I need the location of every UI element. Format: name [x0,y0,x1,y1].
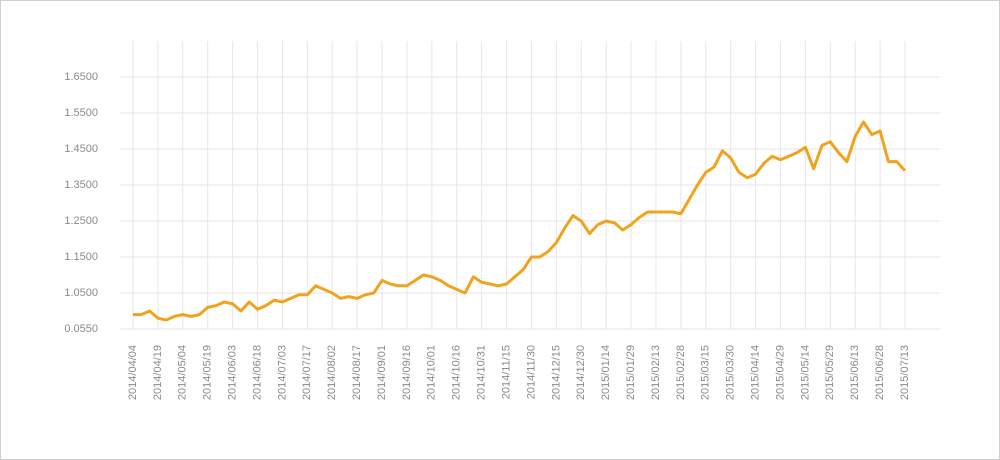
x-tick-label: 2014/09/16 [401,345,413,400]
x-tick-label: 2014/06/03 [227,345,239,400]
data-line [133,120,907,322]
x-tick-label: 2015/01/14 [600,345,612,400]
x-tick-label: 2014/06/18 [251,345,263,400]
y-tick-label: 1.5500 [64,107,98,119]
x-tick-label: 2014/11/30 [525,345,537,399]
y-tick-label: 0.0550 [64,323,98,335]
x-tick-label: 2015/06/28 [874,345,886,400]
x-tick-label: 2015/04/14 [749,345,761,400]
x-tick-label: 2014/10/01 [426,345,438,400]
y-tick-label: 1.2500 [64,215,98,227]
x-tick-label: 2015/07/13 [899,345,911,400]
y-tick-label: 1.1500 [64,251,98,263]
x-tick-label: 2014/10/31 [476,345,488,400]
x-tick-label: 2015/05/14 [799,345,811,400]
y-tick-label: 1.0500 [64,287,98,299]
x-tick-label: 2015/05/29 [824,345,836,400]
x-tick-label: 2015/02/13 [650,345,662,400]
x-tick-label: 2015/03/30 [725,345,737,400]
x-tick-label: 2014/07/03 [276,345,288,400]
y-tick-label: 1.6500 [64,71,98,83]
y-tick-label: 1.3500 [64,179,98,191]
x-tick-label: 2014/05/19 [202,345,214,400]
x-tick-label: 2015/06/13 [849,345,861,400]
x-tick-label: 2015/01/29 [625,345,637,400]
x-tick-label: 2014/09/01 [376,345,388,400]
x-tick-label: 2014/08/17 [351,345,363,400]
x-tick-label: 2014/12/15 [550,345,562,400]
x-tick-label: 2015/03/15 [700,345,712,400]
x-tick-label: 2015/02/28 [675,345,687,400]
x-tick-label: 2014/05/04 [177,345,189,400]
x-tick-label: 2014/07/17 [301,345,313,400]
y-tick-label: 1.4500 [64,143,98,155]
x-tick-label: 2014/10/16 [451,345,463,400]
x-tick-label: 2014/08/02 [326,345,338,400]
x-tick-label: 2014/04/04 [127,345,139,400]
x-tick-label: 2014/12/30 [575,345,587,400]
x-tick-label: 2014/11/15 [500,345,512,399]
x-tick-label: 2015/04/29 [774,345,786,400]
x-tick-label: 2014/04/19 [152,345,164,400]
